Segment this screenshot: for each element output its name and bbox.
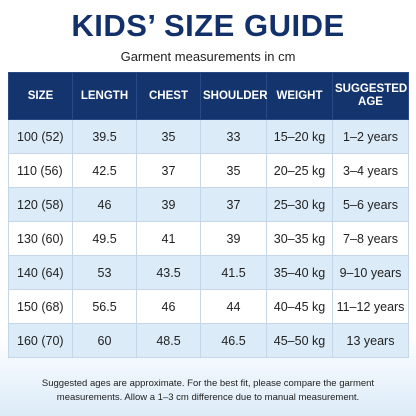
table-cell: 43.5 (136, 255, 201, 290)
table-row: 100 (52) 39.5 35 33 15–20 kg 1–2 years (8, 119, 409, 154)
table-cell: 42.5 (72, 153, 137, 188)
size-table: SIZE LENGTH CHEST SHOULDER WEIGHT SUGGESTED A… (8, 72, 409, 358)
table-cell: 11–12 years (332, 289, 409, 324)
table-row: 110 (56) 42.5 37 35 20–25 kg 3–4 years (8, 153, 409, 188)
table-cell: 46 (136, 289, 201, 324)
table-cell: 120 (58) (8, 187, 73, 222)
table-cell: 46 (72, 187, 137, 222)
table-cell: 41.5 (200, 255, 267, 290)
table-cell: 25–30 kg (266, 187, 333, 222)
table-cell: 44 (200, 289, 267, 324)
table-cell: 45–50 kg (266, 323, 333, 358)
column-header: LENGTH (72, 72, 137, 120)
column-header: WEIGHT (266, 72, 333, 120)
table-cell: 39.5 (72, 119, 137, 154)
table-cell: 160 (70) (8, 323, 73, 358)
column-header: SIZE (8, 72, 73, 120)
table-cell: 150 (68) (8, 289, 73, 324)
table-cell: 33 (200, 119, 267, 154)
column-header: SHOULDER (200, 72, 268, 120)
table-cell: 35–40 kg (266, 255, 333, 290)
table-cell: 49.5 (72, 221, 137, 256)
table-row: 160 (70) 60 48.5 46.5 45–50 kg 13 years (8, 323, 409, 358)
table-cell: 39 (136, 187, 201, 222)
table-cell: 3–4 years (332, 153, 409, 188)
table-row: 140 (64) 53 43.5 41.5 35–40 kg 9–10 years (8, 255, 409, 290)
table-cell: 35 (136, 119, 201, 154)
table-row: 150 (68) 56.5 46 44 40–45 kg 11–12 years (8, 289, 409, 324)
table-cell: 39 (200, 221, 267, 256)
table-cell: 140 (64) (8, 255, 73, 290)
table-cell: 1–2 years (332, 119, 409, 154)
table-cell: 60 (72, 323, 137, 358)
table-cell: 48.5 (136, 323, 201, 358)
table-cell: 9–10 years (332, 255, 409, 290)
table-cell: 37 (136, 153, 201, 188)
table-cell: 15–20 kg (266, 119, 333, 154)
table-cell: 37 (200, 187, 267, 222)
table-row: 120 (58) 46 39 37 25–30 kg 5–6 years (8, 187, 409, 222)
footer-note: Suggested ages are approximate. For the … (41, 378, 375, 403)
table-cell: 41 (136, 221, 201, 256)
table-cell: 20–25 kg (266, 153, 333, 188)
table-cell: 7–8 years (332, 221, 409, 256)
title: KIDS’ SIZE GUIDE (71, 8, 345, 43)
table-cell: 30–35 kg (266, 221, 333, 256)
table-cell: 35 (200, 153, 267, 188)
table-cell: 5–6 years (332, 187, 409, 222)
table-cell: 100 (52) (8, 119, 73, 154)
table-head: SIZE LENGTH CHEST SHOULDER WEIGHT SUGGESTED A… (8, 72, 409, 120)
column-header: CHEST (136, 72, 201, 120)
table-cell: 13 years (332, 323, 409, 358)
table-row: 130 (60) 49.5 41 39 30–35 kg 7–8 years (8, 221, 409, 256)
table-cell: 130 (60) (8, 221, 73, 256)
table-cell: 56.5 (72, 289, 137, 324)
table-body: 100 (52) 39.5 35 33 15–20 kg 1–2 years 110 (56… (8, 119, 409, 358)
table-cell: 46.5 (200, 323, 267, 358)
table-cell: 40–45 kg (266, 289, 333, 324)
subtitle: Garment measurements in cm (120, 49, 296, 64)
header-row: SIZE LENGTH CHEST SHOULDER WEIGHT SUGGESTED A… (8, 72, 409, 120)
column-header: SUGGESTED AGE (332, 72, 409, 120)
table-cell: 110 (56) (8, 153, 73, 188)
table-cell: 53 (72, 255, 137, 290)
